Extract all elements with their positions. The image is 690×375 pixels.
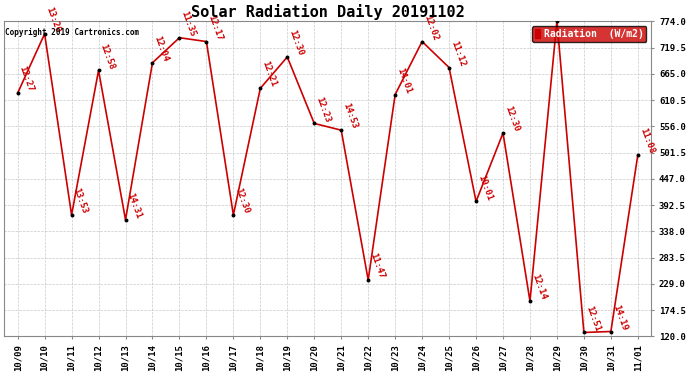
Point xyxy=(93,68,104,74)
Text: 12:30: 12:30 xyxy=(287,28,305,57)
Legend: Radiation  (W/m2): Radiation (W/m2) xyxy=(532,26,647,42)
Point xyxy=(632,152,643,158)
Point xyxy=(120,217,131,223)
Text: 12:14: 12:14 xyxy=(530,273,548,301)
Title: Solar Radiation Daily 20191102: Solar Radiation Daily 20191102 xyxy=(191,4,464,20)
Point xyxy=(174,35,185,41)
Text: 11:47: 11:47 xyxy=(368,252,386,280)
Text: 12:51: 12:51 xyxy=(584,304,602,333)
Text: 12:30: 12:30 xyxy=(503,105,521,133)
Text: 12:02: 12:02 xyxy=(422,13,440,42)
Text: 12:23: 12:23 xyxy=(314,95,332,123)
Text: 14:53: 14:53 xyxy=(342,102,359,130)
Point xyxy=(255,85,266,91)
Point xyxy=(444,64,455,70)
Point xyxy=(471,198,482,204)
Text: 11:08: 11:08 xyxy=(638,126,656,155)
Point xyxy=(363,277,374,283)
Text: 14:19: 14:19 xyxy=(611,303,629,332)
Text: 12:17: 12:17 xyxy=(206,13,224,42)
Point xyxy=(201,39,212,45)
Point xyxy=(308,120,319,126)
Text: 12:21: 12:21 xyxy=(260,60,278,88)
Point xyxy=(228,212,239,218)
Point xyxy=(336,127,347,133)
Point xyxy=(578,330,589,336)
Text: 11:12: 11:12 xyxy=(449,39,466,68)
Text: 13:20: 13:20 xyxy=(45,6,62,34)
Point xyxy=(605,328,616,334)
Point xyxy=(282,54,293,60)
Text: 12:04: 12:04 xyxy=(152,34,170,63)
Text: 12:58: 12:58 xyxy=(99,42,116,70)
Text: 11:35: 11:35 xyxy=(179,9,197,38)
Point xyxy=(39,31,50,37)
Text: 14:01: 14:01 xyxy=(395,66,413,94)
Point xyxy=(390,92,401,98)
Text: Copyright 2019 Cartronics.com: Copyright 2019 Cartronics.com xyxy=(6,28,139,37)
Text: 10:01: 10:01 xyxy=(476,173,494,201)
Text: 13:53: 13:53 xyxy=(72,187,89,215)
Point xyxy=(417,39,428,45)
Text: 12:30: 12:30 xyxy=(233,187,251,215)
Point xyxy=(147,60,158,66)
Point xyxy=(551,18,562,24)
Text: 14:31: 14:31 xyxy=(126,191,143,220)
Point xyxy=(497,130,509,136)
Point xyxy=(524,298,535,304)
Text: 12:27: 12:27 xyxy=(18,65,35,93)
Point xyxy=(66,212,77,218)
Point xyxy=(12,90,23,96)
